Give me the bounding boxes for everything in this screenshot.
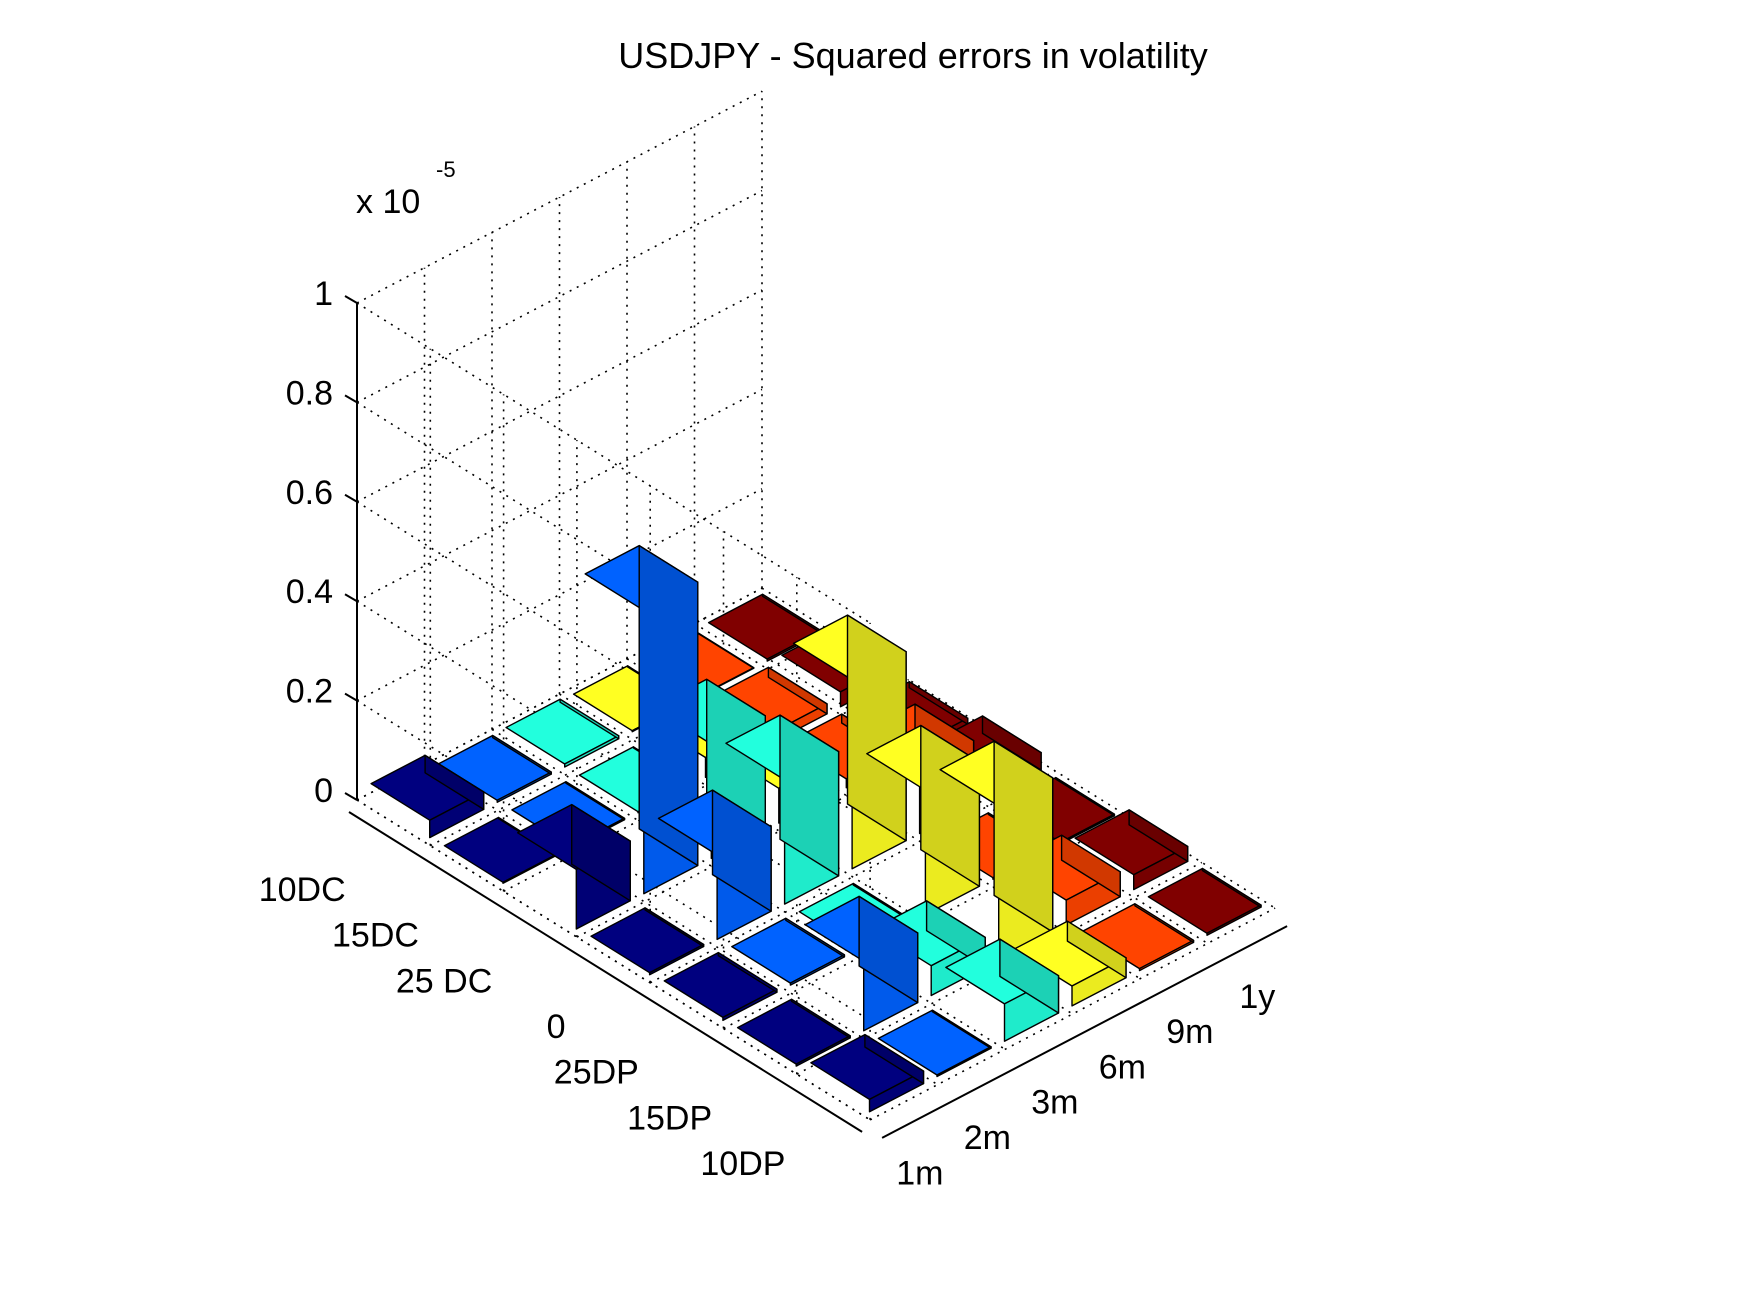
bar-side-right	[1134, 903, 1195, 944]
z-tick	[344, 295, 358, 304]
bar-side-right	[767, 666, 828, 715]
bar-side-right	[858, 895, 919, 1004]
bar-side-right	[864, 1033, 925, 1085]
bar	[590, 907, 705, 976]
bar-side-right	[931, 1009, 992, 1050]
strike-tick-label: 15DC	[332, 917, 419, 955]
bar	[370, 754, 485, 839]
strike-tick-label: 25 DC	[396, 962, 492, 1000]
chart-title: USDJPY - Squared errors in volatility	[618, 35, 1208, 76]
strike-tick-label: 10DC	[259, 871, 346, 909]
bar	[939, 740, 1054, 961]
bar	[731, 917, 846, 986]
bar	[517, 803, 631, 930]
bar	[1074, 809, 1189, 891]
z-tick	[344, 792, 358, 801]
strike-tick-label: 0	[547, 1008, 566, 1046]
bar-side-right	[559, 698, 620, 740]
bar-side-right	[785, 917, 846, 958]
z-tick-label: 0.2	[286, 673, 333, 711]
bar-side-right	[908, 681, 969, 725]
bar-side-right	[1201, 867, 1262, 908]
z-tick-label: 0.4	[286, 573, 333, 611]
maturity-tick-label: 1m	[896, 1154, 943, 1192]
bar	[663, 951, 778, 1022]
z-multiplier-label: x 10	[356, 183, 420, 221]
bar	[437, 734, 552, 803]
z-tick-label: 0.6	[286, 474, 333, 512]
bar-side-right	[424, 754, 485, 811]
z-multiplier-exponent: -5	[436, 157, 456, 182]
bar-side-right	[999, 938, 1060, 1014]
bar-side-right	[571, 803, 631, 902]
strike-tick-label: 15DP	[627, 1099, 712, 1137]
bar-side-right	[711, 789, 772, 912]
bar-side-right	[644, 907, 705, 948]
strike-tick-label: 25DP	[554, 1054, 639, 1092]
strike-tick-label: 10DP	[700, 1145, 785, 1183]
bar-side-right	[491, 734, 552, 775]
bar-side-right	[779, 714, 840, 877]
bar	[736, 998, 851, 1067]
bar	[1147, 867, 1262, 936]
z-tick-label: 1	[314, 275, 333, 313]
z-tick	[344, 692, 358, 702]
bar	[877, 1009, 992, 1078]
z-tick	[344, 493, 358, 503]
z-tick-label: 0	[314, 772, 333, 810]
maturity-tick-label: 6m	[1099, 1048, 1146, 1086]
bar	[945, 938, 1060, 1042]
bars	[370, 544, 1262, 1113]
bar-side-right	[1055, 776, 1116, 817]
bar-side-right	[846, 614, 907, 842]
bar	[657, 789, 772, 941]
z-tick-label: 0.8	[286, 374, 333, 412]
bar-side-right	[565, 781, 626, 821]
bar-side-right	[1066, 920, 1127, 979]
bar-side-right	[993, 740, 1054, 933]
maturity-axis-line	[881, 925, 1288, 1139]
bar-side-right	[1060, 834, 1121, 898]
strike-axis-line	[348, 811, 863, 1133]
bar	[725, 714, 840, 905]
z-tick	[344, 593, 358, 603]
bar	[1012, 920, 1127, 1007]
bar	[804, 895, 919, 1032]
bar-side-right	[717, 951, 778, 993]
z-tick	[344, 394, 358, 404]
maturity-tick-label: 9m	[1166, 1013, 1213, 1051]
bar-side-right	[638, 544, 699, 867]
bar-side-right	[1128, 809, 1189, 863]
maturity-tick-label: 3m	[1031, 1084, 1078, 1122]
tick-labels: 0 0.2 0.4 0.6 0.8 1 10DC 15DC 25 DC 0 25DP 15DP 10DP…	[259, 275, 1276, 1192]
bar	[810, 1033, 925, 1113]
bar	[505, 698, 620, 768]
bar-side-right	[790, 998, 851, 1039]
maturity-tick-label: 1y	[1239, 978, 1275, 1016]
maturity-tick-label: 2m	[964, 1119, 1011, 1157]
axes	[344, 295, 1288, 1139]
bar-side-right	[925, 900, 986, 968]
